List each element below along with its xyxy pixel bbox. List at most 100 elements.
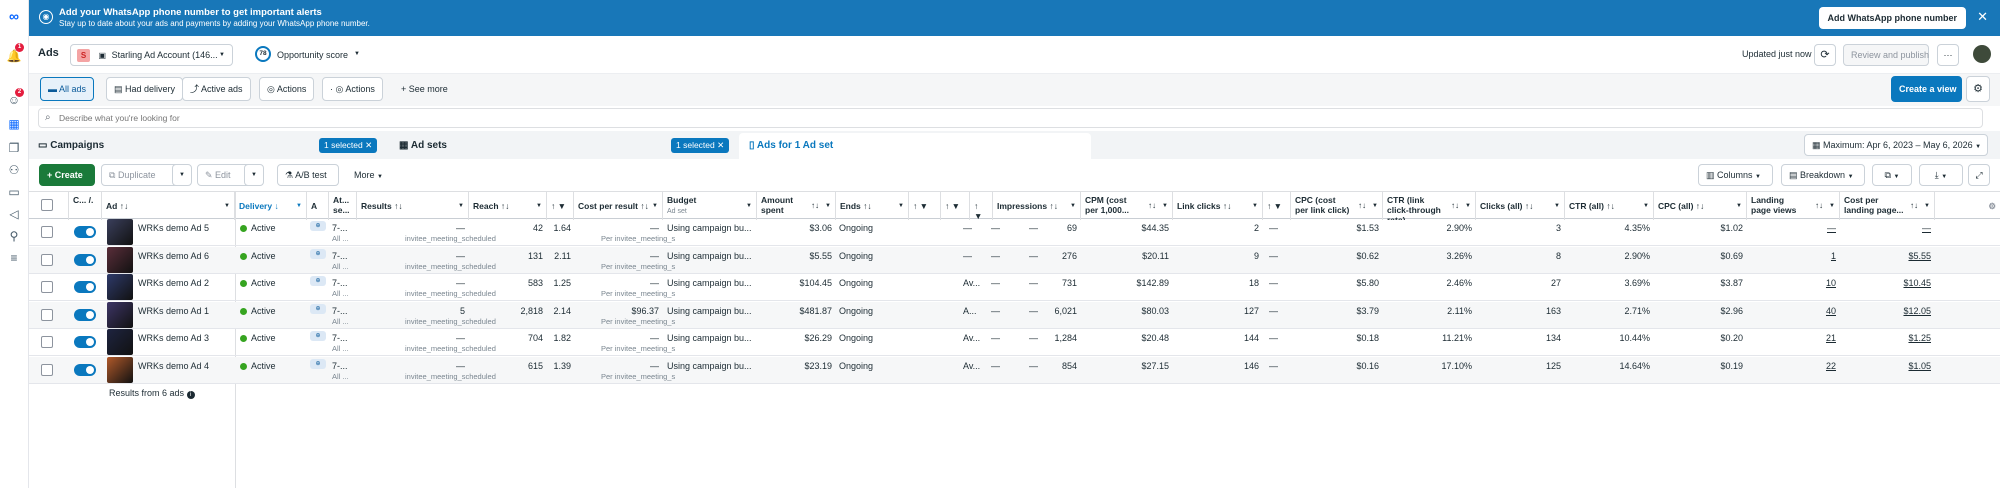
- duplicate-button[interactable]: ⧉ Duplicate: [101, 164, 181, 186]
- header-delivery[interactable]: Delivery ↓ ▼: [235, 192, 307, 220]
- row-checkbox[interactable]: [41, 336, 53, 348]
- search-input[interactable]: [59, 111, 1059, 125]
- add-whatsapp-button[interactable]: Add WhatsApp phone number: [1818, 7, 1966, 29]
- header-ends[interactable]: Ends ↑↓ ▼: [836, 192, 909, 220]
- ad-toggle[interactable]: [74, 336, 96, 348]
- date-range-picker[interactable]: ▦ Maximum: Apr 6, 2023 – May 6, 2026 ▼: [1804, 134, 1988, 156]
- export-button[interactable]: ⤓ ▼: [1919, 164, 1963, 186]
- header-cost-per-result[interactable]: Cost per result ↑↓ ▼: [574, 192, 663, 220]
- select-all-checkbox[interactable]: [41, 199, 53, 211]
- header-ctr-link[interactable]: CTR (link click-through rate) ↑↓ ▼: [1383, 192, 1476, 220]
- create-view-button[interactable]: Create a view: [1891, 76, 1962, 102]
- opportunity-score-gauge[interactable]: 78: [255, 46, 271, 62]
- review-publish-button[interactable]: Review and publish: [1843, 44, 1929, 66]
- header-ad[interactable]: Ad ↑↓ ▼: [102, 192, 235, 220]
- header-landing-page-views[interactable]: Landing page views ↑↓ ▼: [1747, 192, 1840, 220]
- table-row[interactable]: WRKs demo Ad 2 Active ⊕ 7-... All ... — invite…: [29, 274, 2000, 301]
- ad-link-icon[interactable]: ⊕: [310, 303, 326, 314]
- ads-manager-table-icon[interactable]: ▦: [8, 117, 20, 131]
- row-checkbox[interactable]: [41, 253, 53, 266]
- table-row[interactable]: WRKs demo Ad 1 Active ⊕ 7-... All ... 5 invite…: [29, 301, 2000, 329]
- header-budget[interactable]: Budget Ad set ▼: [663, 192, 757, 220]
- header-col-2[interactable]: ↑ ▼: [941, 192, 970, 220]
- audiences-icon[interactable]: ⚇: [8, 163, 20, 177]
- ad-toggle[interactable]: [74, 363, 96, 376]
- ad-link-icon[interactable]: ⊕: [310, 276, 326, 286]
- close-icon[interactable]: ✕: [1977, 9, 1988, 24]
- header-reach[interactable]: Reach ↑↓ ▼: [469, 192, 547, 220]
- header-settings[interactable]: ⚙: [1935, 192, 2000, 220]
- ad-name[interactable]: WRKs demo Ad 2: [138, 278, 210, 288]
- header-col-1[interactable]: ↑ ▼: [909, 192, 941, 220]
- chevron-down-icon[interactable]: ▼: [354, 51, 360, 57]
- header-clicks-all[interactable]: Clicks (all) ↑↓ ▼: [1476, 192, 1565, 220]
- ad-thumbnail[interactable]: [107, 274, 133, 300]
- header-col-3[interactable]: ↑ ▼: [970, 192, 993, 220]
- ad-link-icon[interactable]: ⊕: [310, 221, 326, 231]
- row-checkbox[interactable]: [41, 281, 53, 293]
- header-link-clicks[interactable]: Link clicks ↑↓ ▼: [1173, 192, 1263, 220]
- table-row[interactable]: WRKs demo Ad 5 Active ⊕ 7-... All ... — invite…: [29, 219, 2000, 246]
- tab-adsets[interactable]: ▦ Ad sets: [399, 140, 447, 151]
- header-cpc[interactable]: CPC (cost per link click) ↑↓ ▼: [1291, 192, 1383, 220]
- ad-toggle[interactable]: [74, 308, 96, 321]
- header-ctr-all[interactable]: CTR (all) ↑↓ ▼: [1565, 192, 1654, 220]
- header-col-4[interactable]: ↑ ▼: [1263, 192, 1291, 220]
- ad-thumbnail[interactable]: [107, 329, 133, 355]
- events-icon[interactable]: ⚲: [9, 229, 19, 243]
- profile-avatar[interactable]: [1973, 45, 1991, 63]
- header-onoff[interactable]: C... /.: [69, 192, 102, 220]
- header-amount-spent[interactable]: Amount spent ↑↓ ▼: [757, 192, 836, 220]
- ad-toggle[interactable]: [74, 226, 96, 238]
- ad-name[interactable]: WRKs demo Ad 5: [138, 223, 210, 233]
- see-more-link[interactable]: + See more: [401, 84, 448, 94]
- header-cost-per-lpv[interactable]: Cost per landing page... ↑↓ ▼: [1840, 192, 1935, 220]
- table-row[interactable]: WRKs demo Ad 4 Active ⊕ 7-... All ... — invite…: [29, 356, 2000, 384]
- ad-thumbnail[interactable]: [107, 301, 133, 328]
- header-impressions[interactable]: Impressions ↑↓ ▼: [993, 192, 1081, 220]
- ad-link-icon[interactable]: ⊕: [310, 248, 326, 259]
- ad-toggle[interactable]: [74, 281, 96, 293]
- view-actions-1[interactable]: ◎ Actions: [259, 77, 315, 101]
- header-results[interactable]: Results ↑↓ ▼: [357, 192, 469, 220]
- header-cpc-all[interactable]: CPC (all) ↑↓ ▼: [1654, 192, 1747, 220]
- row-checkbox[interactable]: [41, 363, 53, 376]
- tab-campaigns[interactable]: ▭ Campaigns: [38, 140, 105, 151]
- notifications-bell-icon[interactable]: 🔔: [6, 49, 22, 63]
- search-bar[interactable]: ⌕: [38, 108, 1983, 128]
- row-checkbox[interactable]: [41, 308, 53, 321]
- megaphone-icon[interactable]: ◁: [9, 207, 19, 221]
- pages-icon[interactable]: ❐: [8, 141, 20, 155]
- report-button[interactable]: ⧉ ▼: [1872, 164, 1912, 186]
- header-a[interactable]: A: [307, 192, 329, 220]
- breakdown-button[interactable]: ▤ Breakdown ▼: [1781, 164, 1865, 186]
- refresh-icon[interactable]: ⟳: [1814, 44, 1836, 66]
- chevron-down-icon[interactable]: ▼: [172, 164, 192, 186]
- filter-settings-icon[interactable]: ⚙: [1966, 76, 1990, 102]
- header-frequency[interactable]: ↑ ▼: [547, 192, 574, 220]
- view-actions-2[interactable]: · ◎ Actions: [322, 77, 383, 101]
- ad-link-icon[interactable]: ⊕: [310, 358, 326, 369]
- view-active-ads[interactable]: ⤴ Active ads: [182, 77, 251, 101]
- ad-name[interactable]: WRKs demo Ad 4: [138, 360, 210, 371]
- header-attribution[interactable]: At... se...: [329, 192, 357, 220]
- tab-ads[interactable]: ▯ Ads for 1 Ad set: [739, 133, 1091, 159]
- campaigns-selected-pill[interactable]: 1 selected ✕: [319, 138, 378, 153]
- menu-icon[interactable]: ≡: [10, 251, 18, 265]
- row-checkbox[interactable]: [41, 226, 53, 238]
- table-row[interactable]: WRKs demo Ad 6 Active ⊕ 7-... All ... — invite…: [29, 246, 2000, 274]
- more-options-button[interactable]: ···: [1937, 44, 1959, 66]
- account-selector[interactable]: S ▣ Starling Ad Account (146... ▼: [70, 44, 233, 66]
- billing-card-icon[interactable]: ▭: [8, 185, 20, 199]
- opportunity-score-label[interactable]: Opportunity score: [277, 50, 349, 60]
- ad-thumbnail[interactable]: [107, 246, 133, 273]
- ad-name[interactable]: WRKs demo Ad 6: [138, 250, 210, 261]
- adsets-selected-pill[interactable]: 1 selected ✕: [671, 138, 730, 153]
- expand-icon[interactable]: ⤢: [1968, 164, 1990, 186]
- chevron-down-icon[interactable]: ▼: [244, 164, 264, 186]
- meta-logo-icon[interactable]: ∞: [9, 8, 19, 24]
- ad-thumbnail[interactable]: [107, 219, 133, 245]
- ad-thumbnail[interactable]: [107, 356, 133, 383]
- table-row[interactable]: WRKs demo Ad 3 Active ⊕ 7-... All ... — invite…: [29, 329, 2000, 356]
- ad-name[interactable]: WRKs demo Ad 3: [138, 333, 210, 343]
